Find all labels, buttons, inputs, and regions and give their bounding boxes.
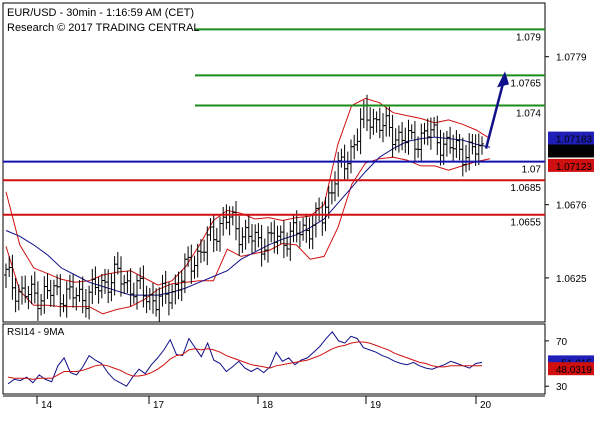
time-tick-label-2: 18: [262, 400, 274, 411]
chart-header-line1: EUR/USD - 30min - 1:16:59 AM (CET): [7, 7, 194, 19]
chart-header-line2: Research © 2017 TRADING CENTRAL: [7, 22, 200, 34]
bollinger-bands: [5, 97, 491, 315]
level-label-4: 1.0685: [510, 183, 541, 194]
moving-average: [5, 136, 491, 296]
time-tick-label-3: 19: [370, 400, 382, 411]
bollinger-upper-line: [5, 97, 491, 286]
rsi-tick-label-0: 70: [556, 337, 568, 348]
price-bars: [4, 94, 484, 322]
forecast-arrow: [484, 71, 509, 149]
rsi-panel-frame: [2, 323, 546, 395]
rsi-tag-box-1: [548, 362, 594, 376]
rsi-indicator: [7, 330, 483, 387]
time-tick-label-0: 14: [41, 400, 53, 411]
price-tick-label-0: 1.0779: [556, 53, 587, 64]
time-tick-label-4: 20: [480, 400, 492, 411]
price-tag-box-2: [548, 158, 594, 172]
price-tag-label-0: 1.07183: [556, 135, 593, 146]
forecast-arrow-line: [484, 83, 505, 149]
price-tag-label-2: 1.07123: [556, 162, 593, 173]
rsi-series-1: [7, 341, 482, 380]
moving-average-line: [5, 136, 491, 296]
price-tag-label-1: 1.07152: [556, 148, 593, 159]
rsi-series-0: [7, 330, 483, 387]
forecast-arrow-head: [497, 71, 509, 88]
price-tick-label-1: 1.0676: [556, 201, 587, 212]
rsi-tag-label-1: 48.0319: [556, 365, 593, 376]
price-tag-box-0: [548, 131, 594, 145]
price-tick-label-2: 1.0625: [556, 274, 587, 285]
level-label-2: 1.074: [516, 109, 541, 120]
axes: 1.0779 1.0676 1.0625 70 30 14 17 18 19 20: [36, 53, 587, 411]
time-tick-label-1: 17: [153, 400, 165, 411]
rsi-title: RSI14 - 9MA: [7, 327, 65, 338]
rsi-tick-label-1: 30: [556, 382, 568, 393]
price-tag-box-1: [548, 144, 594, 158]
chart-frame: [2, 2, 546, 397]
level-label-3: 1.07: [522, 165, 542, 176]
support-resistance-levels: 1.079 1.0765 1.074 1.07 1.0685 1.0655: [3, 28, 545, 229]
level-label-5: 1.0655: [510, 218, 541, 229]
level-label-1: 1.0765: [510, 78, 541, 89]
level-label-0: 1.079: [516, 32, 541, 43]
